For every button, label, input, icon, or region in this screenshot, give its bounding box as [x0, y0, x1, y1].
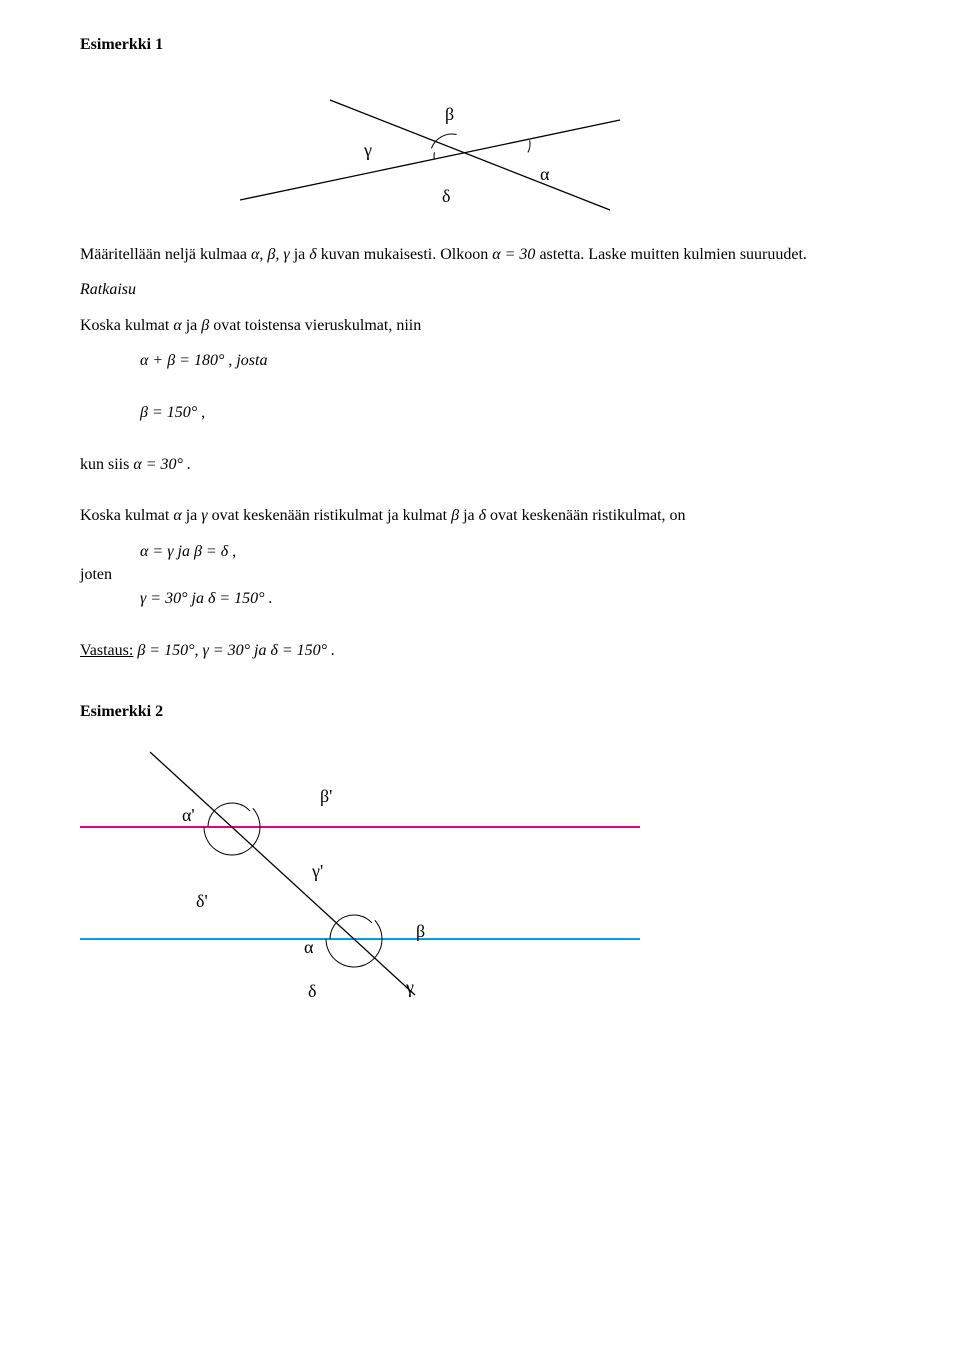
example1-title: Esimerkki 1 [80, 34, 880, 56]
text: kun siis [80, 456, 133, 473]
vastaus-line: Vastaus: β = 150°, γ = 30° ja δ = 150° . [80, 640, 880, 662]
ex1-paragraph-1: Määritellään neljä kulmaa α, β, γ ja δ k… [80, 244, 880, 266]
svg-text:γ: γ [405, 977, 414, 997]
text: ja [182, 507, 202, 524]
text: ja [459, 507, 479, 524]
joten-label: joten [80, 564, 880, 586]
text: Määritellään neljä kulmaa [80, 246, 251, 263]
ex1-paragraph-4: Koska kulmat α ja γ ovat keskenään risti… [80, 505, 880, 527]
math: α [173, 507, 181, 524]
math: α, β, γ [251, 246, 290, 263]
svg-text:β': β' [320, 786, 332, 806]
text: Koska kulmat [80, 507, 173, 524]
text: ovat keskenään ristikulmat, on [486, 507, 686, 524]
svg-text:β: β [416, 921, 425, 941]
figure-2: β' α' γ' δ' β α γ δ [80, 737, 640, 997]
figure-1: β γ α δ [220, 70, 640, 230]
math: δ [309, 246, 316, 263]
svg-text:α: α [304, 937, 314, 957]
svg-text:γ: γ [363, 140, 372, 160]
svg-text:δ': δ' [196, 891, 208, 911]
svg-text:δ: δ [308, 981, 316, 997]
math: α = 30 [492, 246, 535, 263]
math: α = 30° . [133, 456, 191, 473]
svg-text:γ': γ' [311, 861, 323, 881]
text: ovat keskenään ristikulmat ja kulmat [208, 507, 452, 524]
text: astetta. Laske muitten kulmien suuruudet… [535, 246, 807, 263]
svg-text:α: α [540, 164, 550, 184]
svg-text:β: β [445, 104, 454, 124]
ratkaisu-heading: Ratkaisu [80, 279, 880, 301]
example2-title: Esimerkki 2 [80, 701, 880, 723]
text: Koska kulmat [80, 317, 173, 334]
equation-2: β = 150° , [140, 402, 880, 424]
equation-3: α = γ ja β = δ , [140, 541, 880, 563]
math: β = 150°, γ = 30° ja δ = 150° . [133, 642, 335, 659]
math: α [173, 317, 181, 334]
text: kuvan mukaisesti. Olkoon [317, 246, 493, 263]
text: ovat toistensa vieruskulmat, niin [209, 317, 421, 334]
equation-4: γ = 30° ja δ = 150° . [140, 588, 880, 610]
vastaus-label: Vastaus: [80, 642, 133, 659]
text: ja [290, 246, 310, 263]
math: β [451, 507, 459, 524]
equation-1: α + β = 180° , josta [140, 350, 880, 372]
math: δ [479, 507, 486, 524]
svg-text:α': α' [182, 805, 195, 825]
ex1-paragraph-2: Koska kulmat α ja β ovat toistensa vieru… [80, 315, 880, 337]
text: ja [182, 317, 202, 334]
svg-text:δ: δ [442, 186, 450, 206]
ex1-paragraph-3: kun siis α = 30° . [80, 454, 880, 476]
